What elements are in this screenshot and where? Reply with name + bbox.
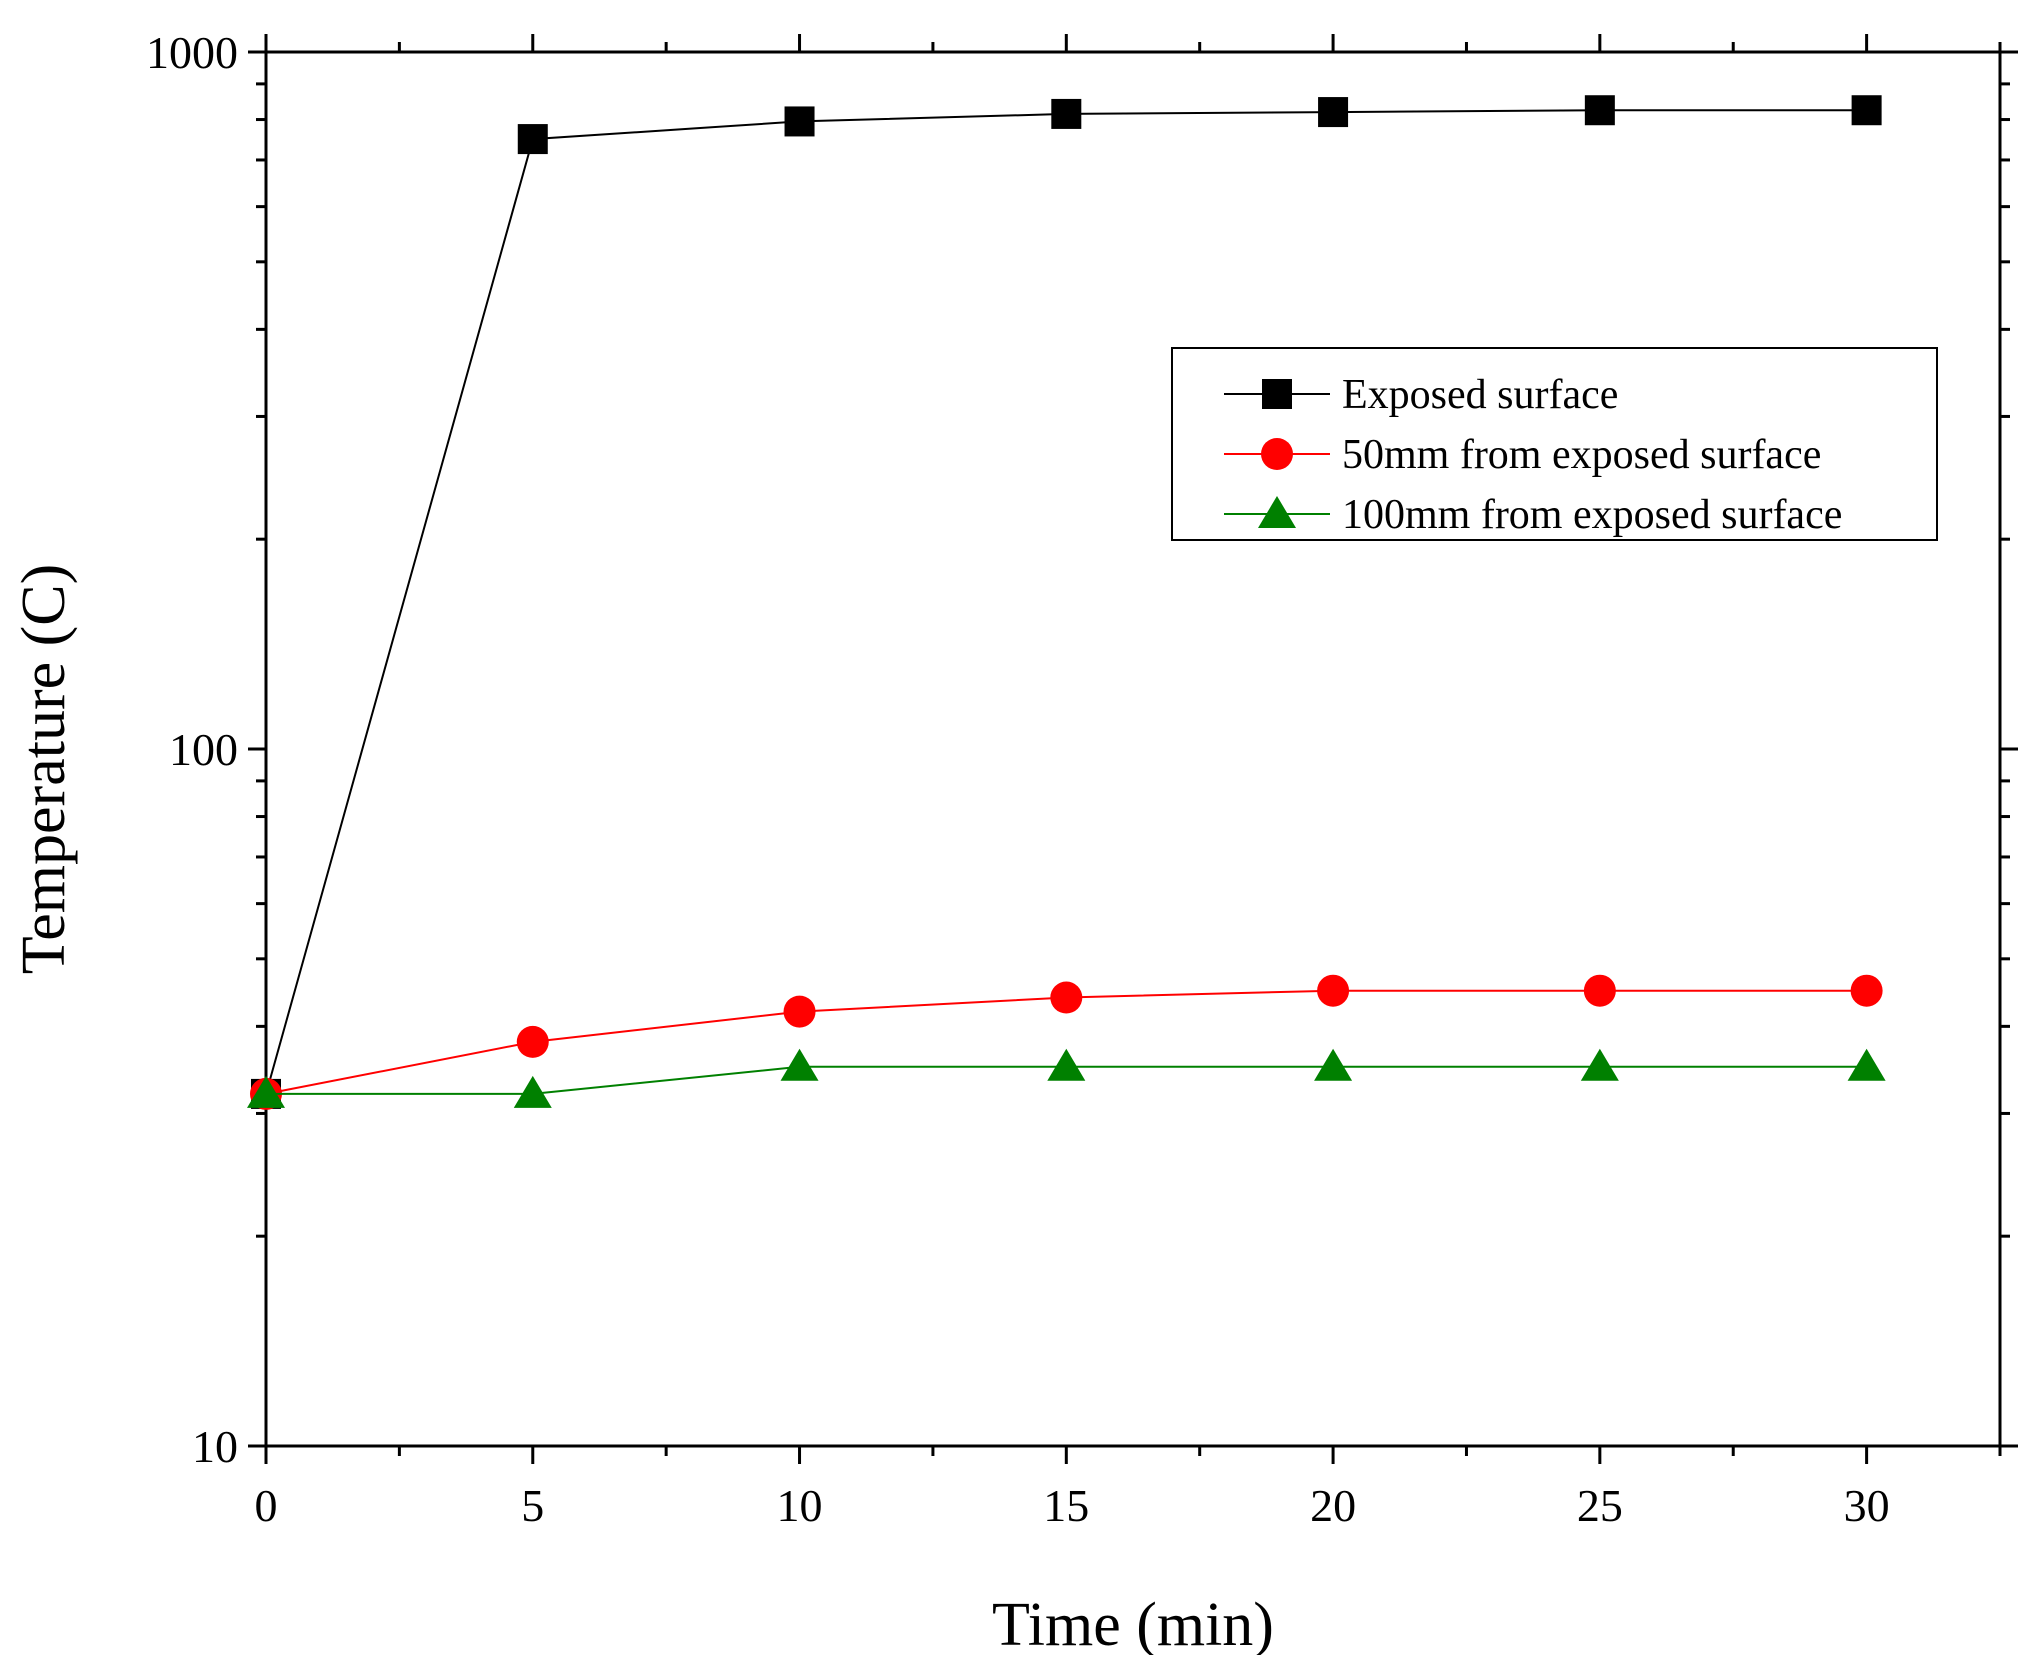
- legend-label: 100mm from exposed surface: [1342, 492, 1842, 538]
- data-point: [783, 995, 816, 1028]
- x-axis-title: Time (min): [992, 1591, 1274, 1655]
- x-tick-label: 0: [255, 1480, 278, 1531]
- legend-box: [1171, 347, 1938, 541]
- x-tick-label: 10: [777, 1480, 823, 1531]
- plot-frame: [264, 50, 2002, 1448]
- data-point: [1847, 1048, 1886, 1081]
- series-line: [265, 109, 1867, 1095]
- data-point: [1047, 1048, 1086, 1081]
- legend-item: 100mm from exposed surface: [1224, 492, 1842, 538]
- data-point: [517, 124, 548, 155]
- data-point: [247, 1075, 285, 1108]
- legend-label: 50mm from exposed surface: [1342, 432, 1821, 478]
- y-tick-label: 10: [192, 1421, 238, 1472]
- x-tick-label: 5: [521, 1480, 544, 1531]
- data-point: [1851, 95, 1882, 126]
- y-tick-label: 100: [169, 724, 238, 775]
- x-tick-label: 30: [1844, 1480, 1890, 1531]
- series-layer: [247, 95, 1886, 1110]
- data-point: [1584, 95, 1615, 126]
- y-axis: 10 100 1000: [146, 27, 2018, 1472]
- data-point: [1580, 1048, 1619, 1081]
- data-point: [1051, 98, 1082, 129]
- legend-item: Exposed surface: [1224, 372, 1618, 418]
- data-point: [1850, 974, 1883, 1007]
- data-point: [516, 1025, 549, 1058]
- series-2: [250, 974, 1883, 1110]
- data-point: [1314, 1048, 1353, 1081]
- data-point: [1050, 981, 1083, 1014]
- legend-label: Exposed surface: [1342, 372, 1618, 418]
- x-tick-label: 25: [1577, 1480, 1623, 1531]
- data-point: [513, 1075, 552, 1108]
- y-tick-label: 1000: [146, 27, 238, 78]
- data-point: [780, 1048, 819, 1081]
- legend: Exposed surface 50mm from exposed surface…: [1171, 347, 1938, 541]
- series-1: [251, 95, 1882, 1109]
- x-axis: 0 5 10 15 20 25 30: [255, 34, 2002, 1531]
- data-point: [784, 106, 815, 137]
- legend-item: 50mm from exposed surface: [1224, 432, 1821, 478]
- legend-marker: [1261, 438, 1293, 470]
- series-3: [247, 1048, 1886, 1108]
- x-tick-label: 20: [1310, 1480, 1356, 1531]
- x-tick-label: 15: [1043, 1480, 1089, 1531]
- data-point: [1318, 97, 1349, 128]
- data-point: [1317, 974, 1350, 1007]
- legend-marker: [1262, 379, 1292, 409]
- data-point: [1583, 974, 1616, 1007]
- legend-marker: [1258, 496, 1296, 528]
- y-axis-title: Temperature (C): [10, 564, 78, 975]
